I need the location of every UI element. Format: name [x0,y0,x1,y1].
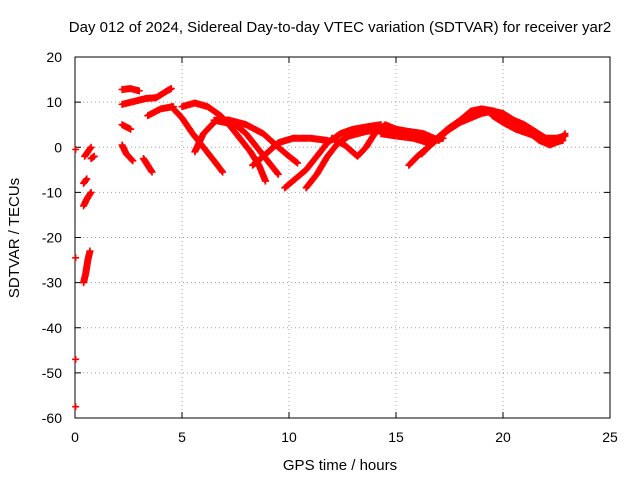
y-tick-label: -10 [42,184,62,200]
y-tick-label: 0 [54,139,62,155]
data-point [294,159,302,167]
axis-ticks: 0 5 10 15 20 25 20 10 0 -10 -20 -30 -40 -50 -60 [42,49,618,445]
data-point [273,169,281,177]
data-point [86,247,94,255]
x-tick-label: 5 [178,429,186,445]
data-point [127,125,135,133]
data-point [261,177,269,185]
data-points [72,85,569,411]
data-point [135,87,143,95]
x-axis-label: GPS time / hours [283,457,397,474]
data-point [87,143,95,151]
data-point [72,403,80,411]
x-tick-label: 20 [495,429,511,445]
data-point [292,158,300,166]
data-point [219,168,227,176]
data-point [83,175,91,183]
x-tick-label: 0 [71,429,79,445]
y-tick-label: -30 [42,275,62,291]
data-point [167,85,175,93]
data-point [561,130,569,138]
data-point [87,188,95,196]
y-tick-label: -20 [42,230,62,246]
data-point [148,168,156,176]
data-point [72,146,80,154]
data-point [86,144,94,152]
data-point [82,176,90,184]
data-point [128,156,136,164]
data-point [129,157,137,165]
y-tick-label: 10 [46,94,62,110]
data-point [218,167,226,175]
data-point [72,355,80,363]
data-point [559,136,567,144]
y-tick-label: -50 [42,365,62,381]
y-axis-label: SDTVAR / TECUs [6,178,23,298]
x-tick-label: 10 [281,429,297,445]
y-tick-label: 20 [46,49,62,65]
chart-title: Day 012 of 2024, Sidereal Day-to-day VTE… [69,19,611,36]
y-tick-label: -40 [42,320,62,336]
y-tick-label: -60 [42,410,62,426]
data-point [274,170,282,178]
data-point [72,254,80,262]
x-tick-label: 15 [388,429,404,445]
x-tick-label: 25 [602,429,618,445]
data-point [90,152,98,160]
